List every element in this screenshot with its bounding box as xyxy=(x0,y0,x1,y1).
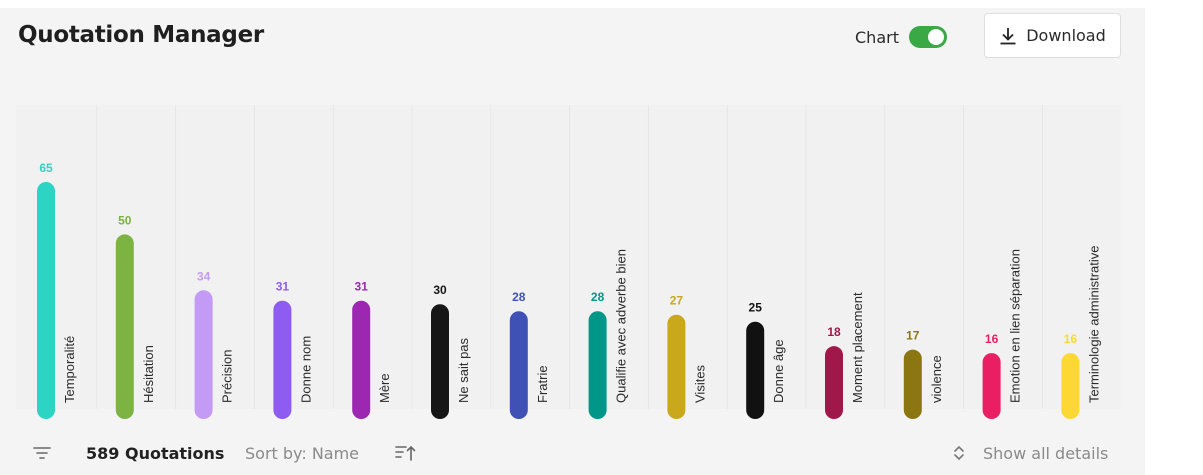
data-label-6: 28 xyxy=(512,290,526,304)
category-label-8: Visites xyxy=(692,364,707,403)
bar-11[interactable] xyxy=(903,349,922,419)
toggle-switch[interactable] xyxy=(908,26,947,48)
bar-chart: 65 Temporalité 50 Hésitation 34 Précision 31 Do… xyxy=(37,105,1101,419)
sort-dropdown[interactable]: Sort by: Name xyxy=(245,444,360,463)
download-button[interactable]: Download xyxy=(984,13,1121,58)
download-label: Download xyxy=(1026,26,1106,45)
bar-0[interactable] xyxy=(37,182,55,419)
footer-bar: 589 Quotations Sort by: Name Show all de… xyxy=(0,438,1145,470)
data-label-13: 16 xyxy=(1064,332,1078,346)
bar-1[interactable] xyxy=(115,234,134,419)
chart-area: 65 Temporalité 50 Hésitation 34 Précision 31 Do… xyxy=(16,105,1121,419)
data-label-8: 27 xyxy=(670,294,684,308)
bar-12[interactable] xyxy=(982,353,1001,419)
filter-icon[interactable] xyxy=(32,444,52,467)
category-label-4: Mère xyxy=(377,373,392,403)
bar-2[interactable] xyxy=(194,290,213,419)
data-label-11: 17 xyxy=(906,329,920,343)
category-label-7: Qualifie avec adverbe bien xyxy=(614,249,629,403)
data-label-9: 25 xyxy=(749,301,763,315)
data-label-5: 30 xyxy=(433,283,447,297)
category-label-2: Précision xyxy=(220,350,235,403)
data-label-12: 16 xyxy=(985,332,999,346)
category-label-9: Donne âge xyxy=(771,339,786,403)
category-label-5: Ne sait pas xyxy=(456,337,471,403)
data-label-2: 34 xyxy=(197,269,211,283)
bar-9[interactable] xyxy=(746,321,765,419)
bar-7[interactable] xyxy=(588,311,607,419)
bar-13[interactable] xyxy=(1061,353,1080,419)
toggle-knob xyxy=(927,29,944,45)
category-label-1: Hésitation xyxy=(141,345,156,403)
expand-collapse-icon[interactable] xyxy=(952,443,966,468)
category-label-10: Moment placement xyxy=(850,292,865,403)
bar-10[interactable] xyxy=(825,346,843,419)
data-label-7: 28 xyxy=(591,290,605,304)
bar-3[interactable] xyxy=(273,300,292,419)
data-label-1: 50 xyxy=(118,213,132,227)
data-label-4: 31 xyxy=(355,280,369,294)
bar-4[interactable] xyxy=(352,300,371,419)
chart-toggle[interactable]: Chart xyxy=(855,24,947,50)
quotation-manager-app: Quotation Manager Chart Download 65 Tempo… xyxy=(0,8,1145,475)
download-icon xyxy=(999,27,1017,45)
category-label-6: Fratrie xyxy=(535,365,550,403)
category-label-3: Donne nom xyxy=(298,336,313,403)
data-label-10: 18 xyxy=(827,325,841,339)
quotation-count: 589 Quotations xyxy=(86,444,225,463)
show-all-details-button[interactable]: Show all details xyxy=(983,444,1109,463)
page-title: Quotation Manager xyxy=(18,22,264,48)
data-label-3: 31 xyxy=(276,280,290,294)
bar-5[interactable] xyxy=(431,304,449,419)
sort-ascending-icon[interactable] xyxy=(395,443,417,468)
category-label-0: Temporalité xyxy=(62,336,77,403)
data-label-0: 65 xyxy=(39,161,53,175)
chart-toggle-label: Chart xyxy=(855,27,899,47)
bar-6[interactable] xyxy=(509,311,528,419)
bar-8[interactable] xyxy=(667,314,686,419)
category-label-11: violence xyxy=(929,355,944,403)
category-label-12: Emotion en lien séparation xyxy=(1008,249,1023,403)
category-label-13: Terminologie administrative xyxy=(1086,245,1101,403)
